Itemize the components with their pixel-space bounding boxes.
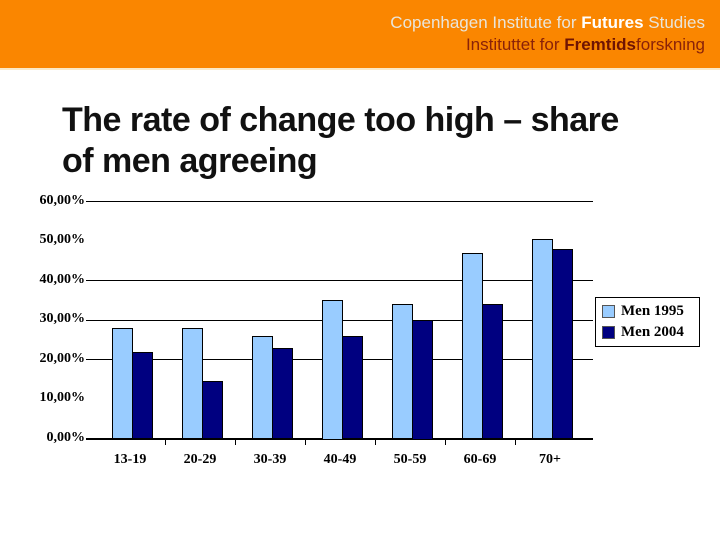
bar-men-2004-20-29	[202, 381, 223, 439]
y-tick-label-10: 10,00%	[39, 390, 86, 405]
y-tick-label-50: 50,00%	[39, 232, 86, 247]
bar-men-2004-40-49	[342, 335, 363, 439]
x-axis-tick	[235, 438, 236, 445]
slide-title: The rate of change too high – share of m…	[62, 100, 702, 182]
x-tick-label-20-29: 20-29	[183, 452, 217, 467]
institute-banner: Copenhagen Institute for Futures Studies…	[0, 0, 720, 70]
gridline-60pct	[86, 201, 593, 202]
banner-line2-prefix: Instituttet for	[465, 35, 565, 54]
banner-line2-suffix: forskning	[636, 35, 705, 54]
slide-title-line1: The rate of change too high – share	[62, 101, 619, 139]
y-tick-label-20: 20,00%	[39, 350, 86, 366]
bar-men-1995-60-69	[462, 252, 483, 439]
x-tick-label-60-69: 60-69	[463, 452, 497, 467]
x-axis-tick	[165, 438, 166, 445]
x-axis-tick	[515, 438, 516, 445]
slide-title-line2: of men agreeing	[62, 142, 318, 180]
bar-men-2004-60-69	[482, 304, 503, 439]
banner-line-danish: Instituttet for Fremtidsforskning	[466, 34, 705, 56]
chart-legend: Men 1995 Men 2004	[595, 297, 700, 347]
x-tick-label-13-19: 13-19	[113, 452, 147, 467]
legend-label-men-2004: Men 2004	[621, 324, 684, 340]
legend-swatch-men-2004	[602, 326, 615, 339]
bar-men-1995-13-19	[112, 327, 133, 439]
y-tick-label-60: 60,00%	[39, 192, 86, 208]
bar-men-1995-70+	[532, 239, 553, 439]
banner-line-english: Copenhagen Institute for Futures Studies	[390, 12, 705, 34]
x-tick-label-40-49: 40-49	[323, 452, 357, 467]
bar-men-2004-30-39	[272, 347, 293, 439]
x-axis-tick	[445, 438, 446, 445]
x-tick-label-30-39: 30-39	[253, 452, 287, 467]
bar-men-1995-50-59	[392, 304, 413, 439]
legend-swatch-men-1995	[602, 305, 615, 318]
banner-line1-bold: Futures	[581, 13, 644, 32]
bar-men-2004-50-59	[412, 320, 433, 439]
x-axis-tick	[375, 438, 376, 445]
x-tick-label-50-59: 50-59	[393, 452, 427, 467]
bar-men-2004-70+	[552, 248, 573, 439]
bar-men-1995-30-39	[252, 335, 273, 439]
banner-line1-suffix: Studies	[643, 13, 705, 32]
y-tick-label-0: 0,00%	[46, 429, 86, 445]
gridline-40pct	[86, 280, 593, 281]
y-tick-label-40: 40,00%	[39, 271, 86, 287]
legend-entry-men-1995: Men 1995	[602, 303, 699, 320]
legend-label-men-1995: Men 1995	[621, 303, 684, 319]
legend-entry-men-2004: Men 2004	[602, 324, 699, 341]
bar-men-2004-13-19	[132, 351, 153, 439]
banner-line1-prefix: Copenhagen Institute for	[390, 13, 582, 32]
bar-men-1995-40-49	[322, 300, 343, 439]
x-tick-label-70+: 70+	[539, 452, 561, 467]
x-axis-line	[86, 437, 593, 440]
x-axis-tick	[305, 438, 306, 445]
bar-men-1995-20-29	[182, 327, 203, 439]
y-tick-label-30: 30,00%	[39, 311, 86, 326]
banner-line2-bold: Fremtids	[564, 35, 637, 54]
